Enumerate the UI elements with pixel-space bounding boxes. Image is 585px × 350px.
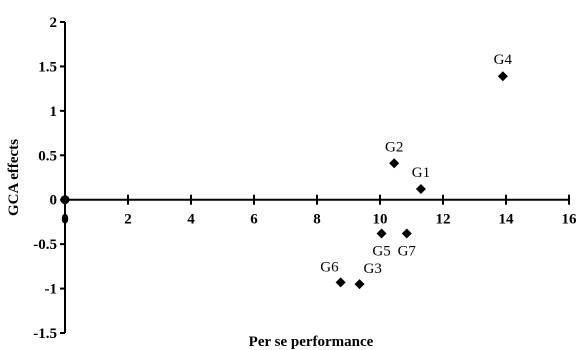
x-tick-label: 6: [250, 212, 258, 228]
y-axis-title: GCA effects: [6, 139, 22, 216]
x-axis-title: Per se performance: [249, 334, 374, 350]
y-tick-label: 0: [50, 193, 58, 209]
data-points: G1 G2 G3 G4 G5 G6 G7: [320, 52, 513, 290]
y-tick-label: 0.5: [38, 148, 57, 164]
data-point-marker: [354, 279, 365, 290]
data-point-label: G7: [398, 243, 417, 259]
data-point-marker: [401, 228, 412, 239]
data-point-label: G5: [372, 243, 390, 259]
x-tick-label: 14: [499, 212, 515, 228]
data-point-label: G3: [364, 261, 382, 277]
data-point-label: G2: [385, 139, 403, 155]
x-axis-ticks: 0 2 4 6 8 10 12 14 16: [61, 194, 578, 228]
x-tick-label: 0: [61, 212, 69, 228]
data-point-label: G1: [412, 165, 430, 181]
x-tick-label: 8: [313, 212, 321, 228]
data-point-label: G6: [320, 259, 339, 275]
data-point-marker: [497, 71, 508, 82]
y-tick-label: 1: [50, 104, 58, 120]
data-point-label: G4: [494, 52, 513, 68]
axes: [60, 22, 569, 333]
y-tick-label: 2: [50, 15, 58, 31]
data-point-marker: [389, 158, 400, 169]
y-axis-ticks: -1.5 -1 -0.5 0 0.5 1 1.5 2: [33, 15, 65, 342]
y-tick-label: -1: [45, 282, 58, 298]
x-tick-label: 4: [187, 212, 195, 228]
data-point-marker: [376, 228, 387, 239]
x-tick-label: 2: [124, 212, 132, 228]
y-tick-label: -0.5: [33, 237, 57, 253]
y-tick-label: -1.5: [33, 326, 57, 342]
x-tick-label: 10: [373, 212, 388, 228]
data-point-marker: [335, 277, 346, 288]
y-tick-label: 1.5: [38, 59, 57, 75]
x-tick-label: 12: [436, 212, 451, 228]
data-point-marker: [415, 184, 426, 195]
x-tick-label: 16: [562, 212, 578, 228]
